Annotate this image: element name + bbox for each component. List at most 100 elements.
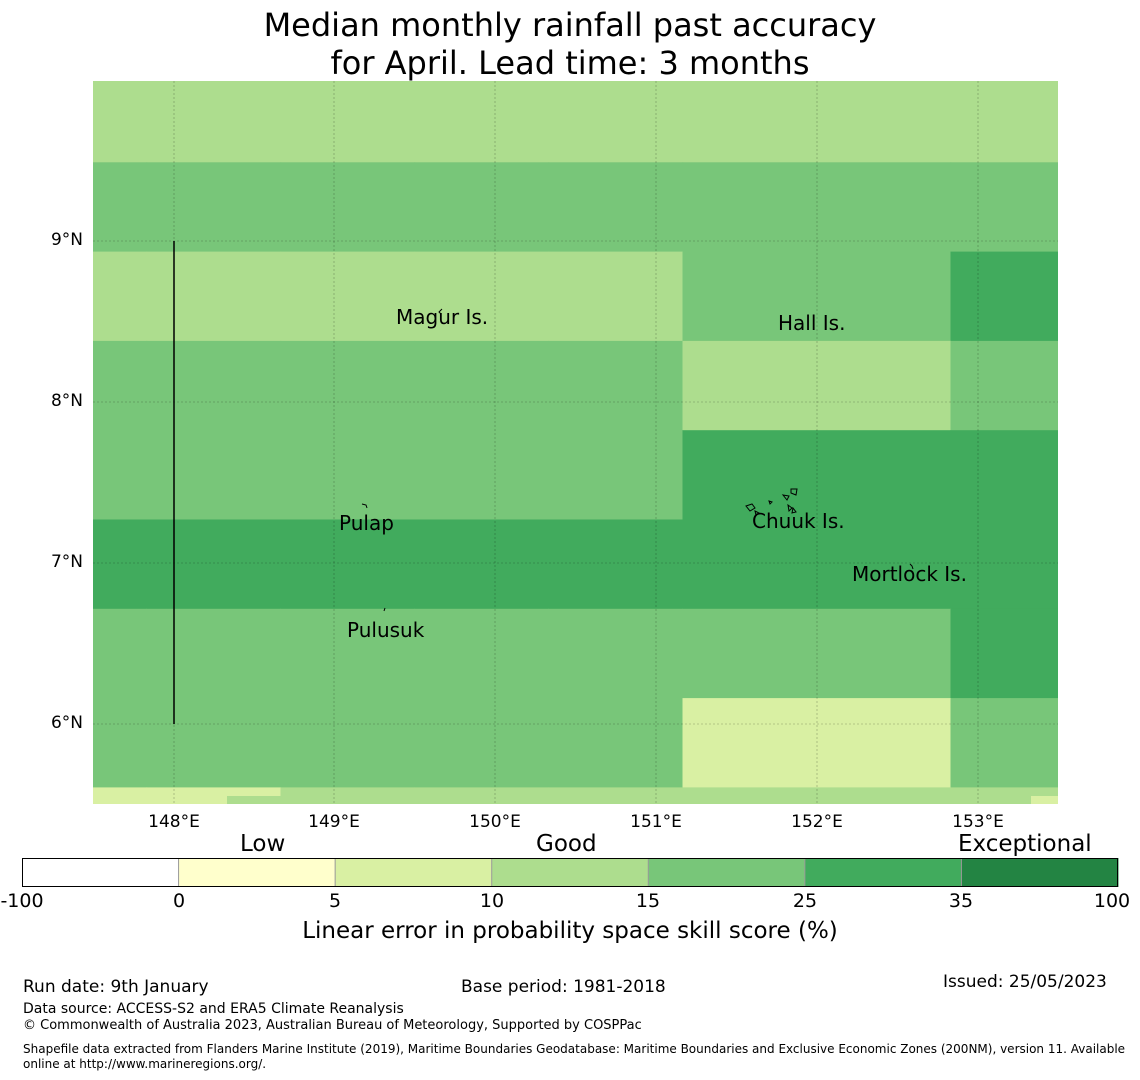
skill-cell [280,162,416,253]
colorbar-category-low: Low [240,831,286,857]
skill-cell [93,430,148,521]
x-tick-148e: 148°E [148,812,200,832]
skill-cell [816,162,952,253]
colorbar-label: Linear error in probability space skill … [302,918,838,944]
skill-cell [682,608,818,699]
skill-cell [146,340,282,431]
skill-cell [816,251,952,342]
place-label-pulap: Pulap [339,511,394,535]
place-label-hall: Hall Is. [778,311,845,335]
place-label-mortlock: Mortlock Is. [852,562,967,586]
skill-cell [950,430,1058,521]
x-tick-152e: 152°E [791,812,843,832]
colorbar-tick: 0 [172,890,186,912]
skill-cell [548,519,684,610]
skill-cell [414,340,550,431]
skill-cell [816,430,952,521]
colorbar-swatch [648,858,806,887]
skill-map: Magur Is. Hall Is. Pulap Chuuk Is. Mortl… [93,81,1058,804]
issued-date: Issued: 25/05/2023 [943,972,1107,992]
y-tick-8n: 8°N [50,391,83,411]
skill-cell [93,698,148,788]
colorbar-swatch [961,858,1119,887]
skill-cell [950,608,1058,699]
skill-cell [93,340,148,431]
skill-cell [682,519,818,610]
skill-cell [682,698,818,788]
skill-cell [414,81,550,163]
skill-cell [414,251,550,342]
colorbar-category-good: Good [536,831,597,857]
skill-cell [950,81,1058,163]
skill-cell [227,796,1058,804]
skill-cell [682,251,818,342]
skill-cell [548,430,684,521]
title-line-1: Median monthly rainfall past accuracy [263,6,877,44]
colorbar-category-exceptional: Exceptional [958,831,1092,857]
colorbar-tick: -100 [0,890,44,912]
skill-cell [280,430,416,521]
shapefile-citation-2: online at http://www.marineregions.org/. [23,1057,267,1071]
copyright-notice: © Commonwealth of Australia 2023, Austra… [23,1018,642,1033]
place-label-chuuk: Chuuk Is. [752,509,845,533]
skill-cell [280,251,416,342]
skill-cell [146,430,282,521]
skill-cell [682,162,818,253]
skill-cell [816,81,952,163]
x-tick-153e: 153°E [952,812,1004,832]
skill-cell [146,519,282,610]
skill-cell [950,162,1058,253]
skill-cell [93,608,148,699]
skill-cell [548,162,684,253]
skill-cell [93,81,148,163]
magur-island-outline [438,308,443,315]
colorbar-swatch [491,858,649,887]
skill-cell [682,430,818,521]
mortlock-island-outline [909,563,914,570]
skill-cell [950,251,1058,342]
skill-cell [816,340,952,431]
colorbar-swatch [335,858,493,887]
skill-cell [146,81,282,163]
skill-cell [414,698,550,788]
colorbar-tick: 100 [1093,890,1131,912]
skill-cell [280,608,416,699]
skill-cell [816,608,952,699]
base-period: Base period: 1981-2018 [461,977,666,997]
x-tick-149e: 149°E [308,812,360,832]
skill-cell [548,251,684,342]
skill-cell [93,796,227,804]
y-tick-9n: 9°N [50,230,83,250]
colorbar-tick: 35 [948,890,974,912]
skill-cell [280,81,416,163]
skill-cell [414,519,550,610]
skill-cell [548,608,684,699]
skill-cell [280,519,416,610]
island-outlines [361,308,914,612]
x-tick-150e: 150°E [469,812,521,832]
skill-cell [548,698,684,788]
skill-cell [1031,796,1058,804]
skill-cell [950,698,1058,788]
colorbar-swatch [22,858,180,887]
pulap-island-outline [361,503,368,509]
colorbar-tick: 25 [792,890,818,912]
skill-cell [950,519,1058,610]
place-label-magur: Magur Is. [396,305,488,329]
shapefile-citation-1: Shapefile data extracted from Flanders M… [23,1042,1126,1056]
place-label-pulusuk: Pulusuk [347,618,425,642]
skill-cell [414,608,550,699]
chuuk-islands-outline [745,488,798,516]
title-line-2: for April. Lead time: 3 months [330,44,810,82]
skill-cell [146,698,282,788]
skill-cell [414,430,550,521]
colorbar-tick: 5 [328,890,342,912]
skill-cell [548,340,684,431]
colorbar-swatches [22,858,1119,887]
skill-cell [146,251,282,342]
skill-cell [280,340,416,431]
pulusuk-island-outline [383,607,386,612]
data-source: Data source: ACCESS-S2 and ERA5 Climate … [23,1001,404,1017]
skill-cell [93,519,148,610]
skill-cell [950,340,1058,431]
